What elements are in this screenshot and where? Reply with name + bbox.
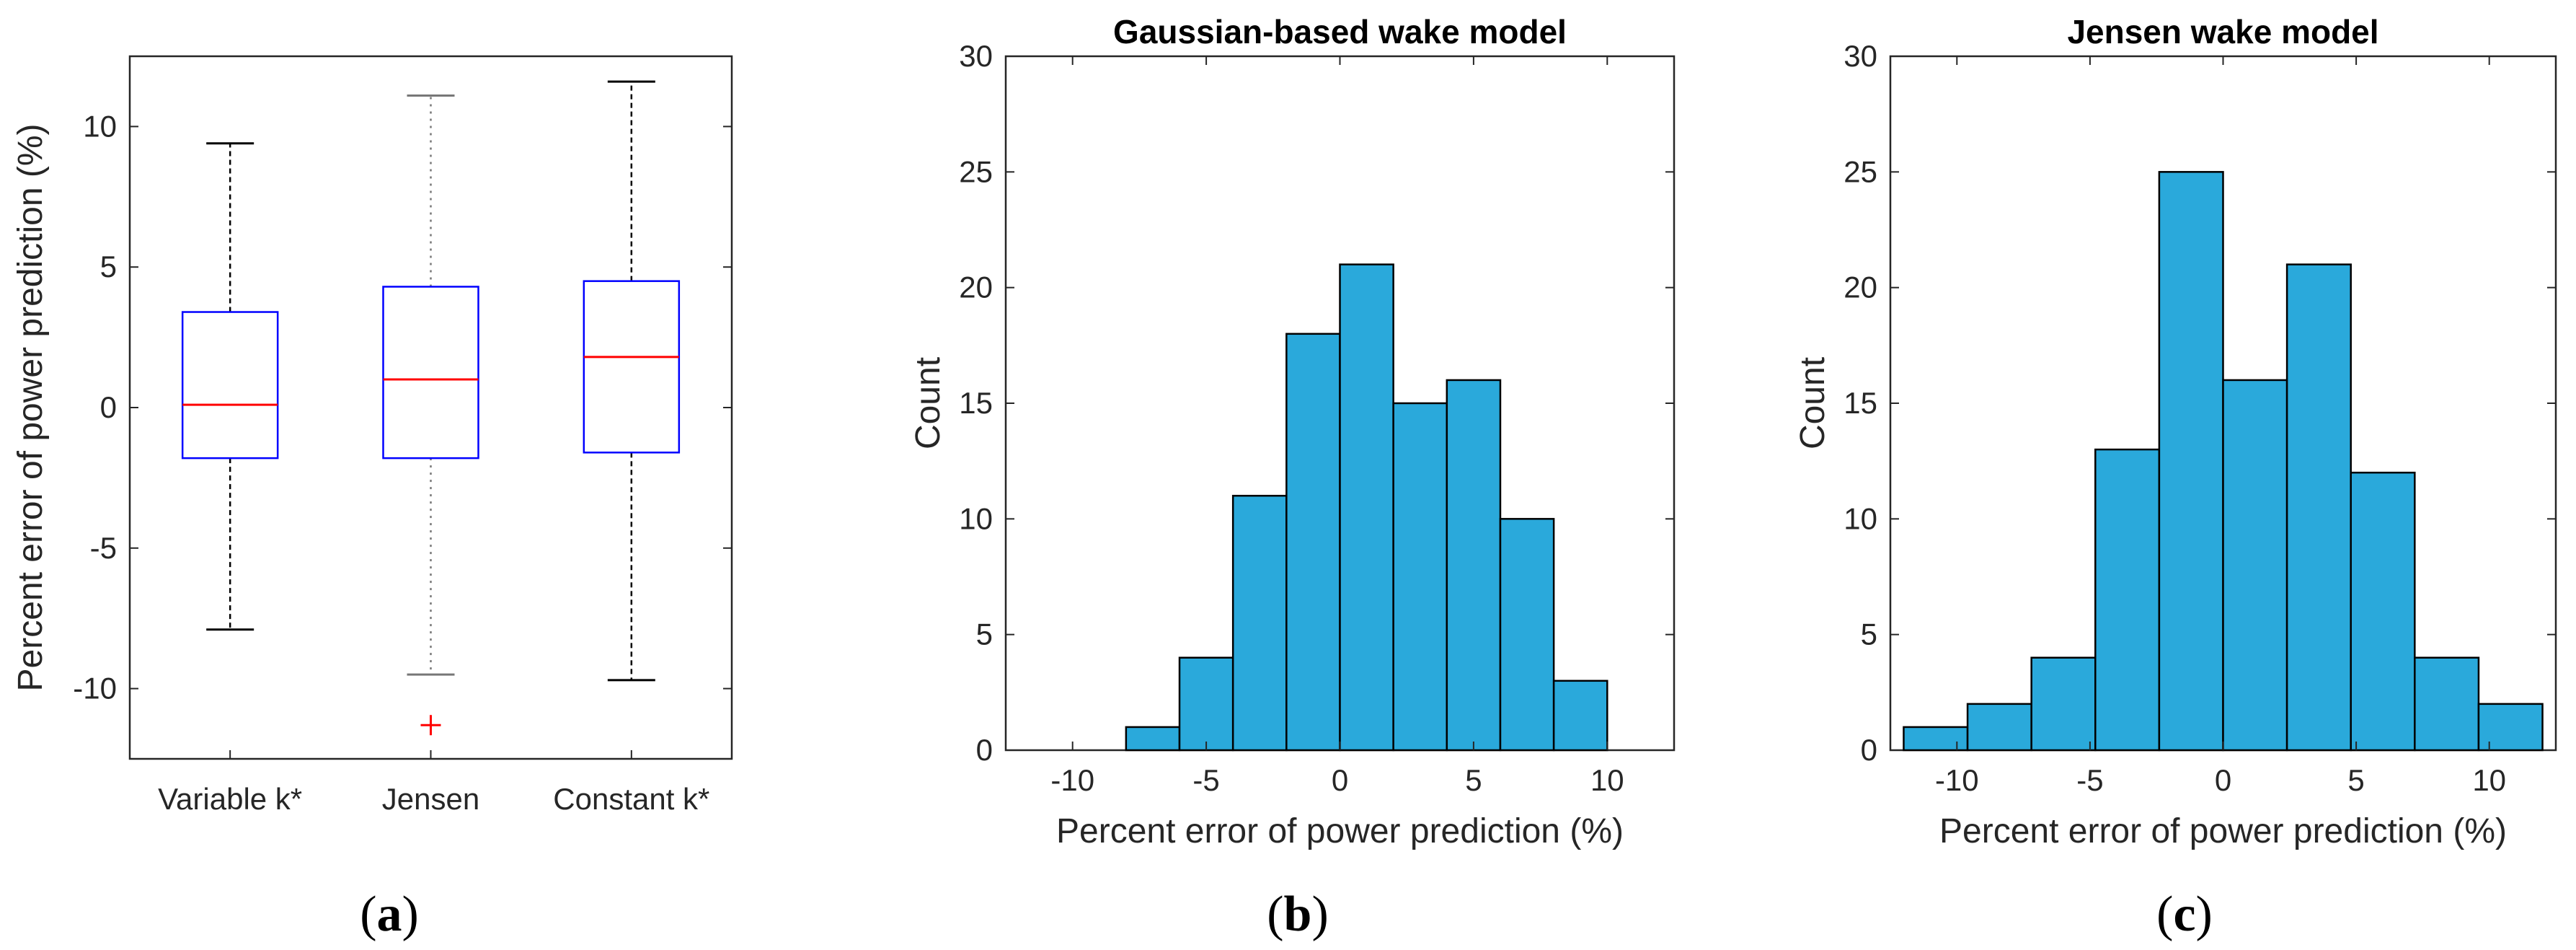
y-tick-label: 25 (959, 154, 993, 188)
histogram-bar (2285, 263, 2352, 752)
histogram-bar (1499, 518, 1555, 752)
y-tick-label: 10 (959, 501, 993, 535)
x-tick-label: 5 (1465, 763, 1482, 797)
x-tick-label: -10 (1050, 763, 1094, 797)
panel-label-letter: b (1284, 887, 1312, 942)
x-tick-label: 10 (1590, 763, 1624, 797)
x-axis-label: Percent error of power prediction (%) (1056, 812, 1624, 850)
box-iqr (583, 280, 681, 454)
histogram-bar (1392, 402, 1448, 752)
histogram-bar (1125, 726, 1181, 752)
x-tick-label: 10 (2472, 763, 2506, 797)
y-tick-label: 5 (100, 250, 117, 283)
plot-title: Gaussian-based wake model (1113, 13, 1567, 50)
x-tick-label: 5 (2347, 763, 2364, 797)
panel-label-letter: a (377, 887, 402, 942)
panel-label-close-paren: ) (1311, 887, 1328, 942)
y-tick-label: 15 (1844, 386, 1877, 420)
y-tick-label: 10 (1844, 501, 1877, 535)
y-tick-label: 0 (1861, 733, 1877, 767)
y-tick-label: 20 (1844, 271, 1877, 304)
y-tick-label: 20 (959, 271, 993, 304)
panel-label-close-paren: ) (2196, 887, 2213, 942)
x-tick-label: -5 (1192, 763, 1219, 797)
panel-label-open-paren: ( (360, 887, 376, 942)
histogram-bar (2222, 379, 2288, 752)
histogram-bar (1552, 679, 1608, 752)
x-category-label: Variable k* (158, 782, 302, 816)
x-category-label: Constant k* (553, 782, 709, 816)
y-tick-label: 5 (976, 617, 993, 651)
panel-label-close-paren: ) (402, 887, 419, 942)
histogram-bar (1178, 656, 1234, 752)
histogram-bar (1231, 495, 1288, 752)
histogram-bar (2030, 656, 2097, 752)
y-axis-label: Percent error of power prediction (%) (12, 124, 50, 692)
plot-title: Jensen wake model (2067, 13, 2378, 50)
histogram-bar (1285, 333, 1341, 752)
x-category-label: Jensen (382, 782, 479, 816)
x-axis-label: Percent error of power prediction (%) (1939, 812, 2507, 850)
y-tick-label: 15 (959, 386, 993, 420)
box-iqr (382, 286, 479, 459)
panel-label-open-paren: ( (1267, 887, 1283, 942)
y-tick-label: 10 (83, 109, 117, 143)
panel-label-open-paren: ( (2156, 887, 2173, 942)
panel-label: (a) (360, 887, 419, 942)
panel-a-boxplot: -10 -5 0 5 10 Variable k* Jensen Constant k* Per… (12, 55, 733, 942)
histogram-bar (2477, 703, 2544, 752)
panel-label: (c) (2156, 887, 2213, 942)
histogram-bar (1903, 726, 1969, 752)
y-tick-label: 30 (959, 39, 993, 73)
y-tick-label: -5 (90, 531, 117, 565)
panel-label: (b) (1267, 887, 1329, 942)
histogram-bar (1446, 379, 1502, 752)
y-tick-label: 0 (976, 733, 993, 767)
box-iqr (181, 311, 279, 459)
y-tick-label: 25 (1844, 154, 1877, 188)
x-tick-label: 0 (2215, 763, 2231, 797)
histogram-bar (2158, 171, 2224, 752)
panel-c-histogram: 0 5 10 15 20 25 30 -10 -5 0 5 10 Jensen wake model Pe… (1794, 13, 2557, 942)
y-tick-label: 30 (1844, 39, 1877, 73)
x-tick-label: -10 (1935, 763, 1979, 797)
y-axis-label: Count (1794, 357, 1832, 449)
panel-b-histogram: 0 5 10 15 20 25 30 -10 -5 0 5 10 Gaussian-based wake… (909, 13, 1676, 942)
x-tick-label: 0 (1332, 763, 1348, 797)
histogram-bar (1966, 703, 2032, 752)
y-axis-label: Count (909, 357, 947, 449)
y-tick-label: 5 (1861, 617, 1877, 651)
histogram-bar (2094, 448, 2161, 752)
panel-label-letter: c (2173, 887, 2195, 942)
outlier-marker (420, 715, 441, 736)
histogram-bar (2414, 656, 2480, 752)
x-tick-label: -5 (2076, 763, 2103, 797)
y-tick-label: -10 (73, 672, 117, 705)
histogram-bar (2350, 471, 2416, 752)
y-tick-label: 0 (100, 390, 117, 424)
histogram-bar (1339, 263, 1394, 752)
